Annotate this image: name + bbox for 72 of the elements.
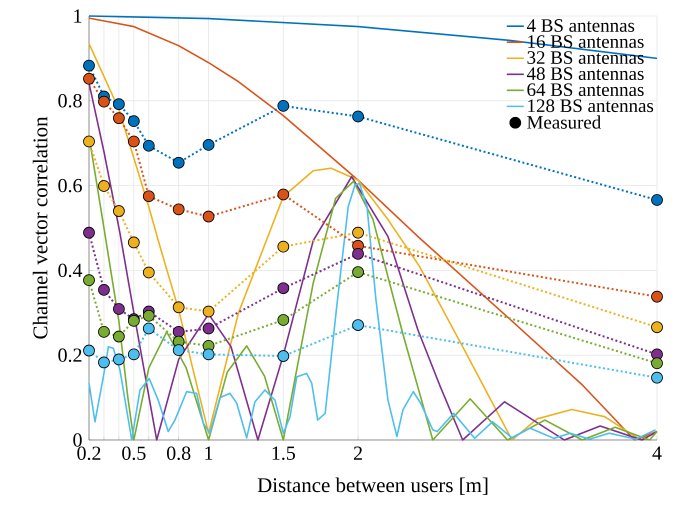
point	[142, 140, 155, 152]
point	[83, 60, 95, 72]
legend-label: 4 BS antennas	[526, 19, 634, 32]
x-tick-label: 1	[205, 446, 212, 460]
point	[98, 96, 110, 108]
point	[128, 115, 140, 128]
x-axis-title: Distance between users [m]	[258, 478, 488, 495]
y-tick-label: 0.8	[58, 94, 82, 108]
point	[202, 322, 214, 334]
point	[172, 326, 185, 338]
point	[128, 236, 140, 248]
point	[142, 266, 155, 278]
point	[142, 190, 155, 202]
point	[277, 314, 290, 326]
point	[172, 156, 185, 169]
point	[98, 284, 110, 296]
point	[98, 180, 110, 192]
x-tick-label: 0.8	[167, 446, 190, 460]
point	[83, 274, 95, 286]
point	[352, 319, 364, 331]
y-tick-label: 0.4	[58, 264, 82, 278]
x-tick-label: 4	[652, 446, 662, 460]
y-axis-title: Channel vector correlation	[32, 116, 48, 339]
point	[352, 226, 364, 239]
point	[172, 301, 185, 314]
point	[172, 203, 185, 216]
x-tick-label: 1.5	[272, 446, 295, 460]
point	[113, 354, 125, 366]
point	[202, 348, 214, 360]
point	[83, 72, 95, 85]
legend-label: 128 BS antennas	[528, 99, 654, 112]
point	[277, 188, 290, 200]
point	[202, 210, 214, 222]
point	[128, 348, 140, 360]
point	[83, 136, 95, 148]
legend-label: 48 BS antennas	[526, 67, 644, 80]
point	[113, 330, 125, 342]
point	[277, 100, 290, 112]
point	[651, 357, 663, 370]
point	[277, 350, 290, 362]
point	[202, 139, 214, 151]
point	[83, 344, 95, 356]
point	[113, 98, 125, 110]
point	[651, 321, 663, 334]
point	[98, 356, 110, 368]
point	[113, 112, 125, 124]
point	[352, 248, 364, 260]
x-tick-label: 0.5	[122, 446, 146, 460]
point	[651, 290, 663, 303]
legend-label: Measured	[527, 115, 601, 129]
legend-label: 64 BS antennas	[527, 83, 644, 96]
y-tick-label: 0.2	[58, 348, 82, 362]
point	[277, 240, 290, 253]
point	[352, 110, 364, 122]
point	[352, 266, 364, 278]
point	[142, 310, 155, 322]
point	[172, 344, 185, 356]
point	[142, 322, 155, 334]
legend-label: 32 BS antennas	[527, 51, 644, 64]
point	[202, 306, 214, 318]
y-tick-label: 0	[73, 433, 82, 447]
point	[98, 326, 110, 338]
point	[113, 205, 125, 217]
x-tick-label: 2	[354, 446, 362, 460]
point	[651, 194, 663, 206]
y-tick-label: 0.6	[58, 178, 82, 192]
y-tick-label: 1	[74, 9, 82, 23]
point	[83, 226, 95, 239]
point	[113, 303, 125, 315]
point	[128, 136, 140, 148]
point	[651, 372, 663, 384]
point	[277, 282, 290, 294]
